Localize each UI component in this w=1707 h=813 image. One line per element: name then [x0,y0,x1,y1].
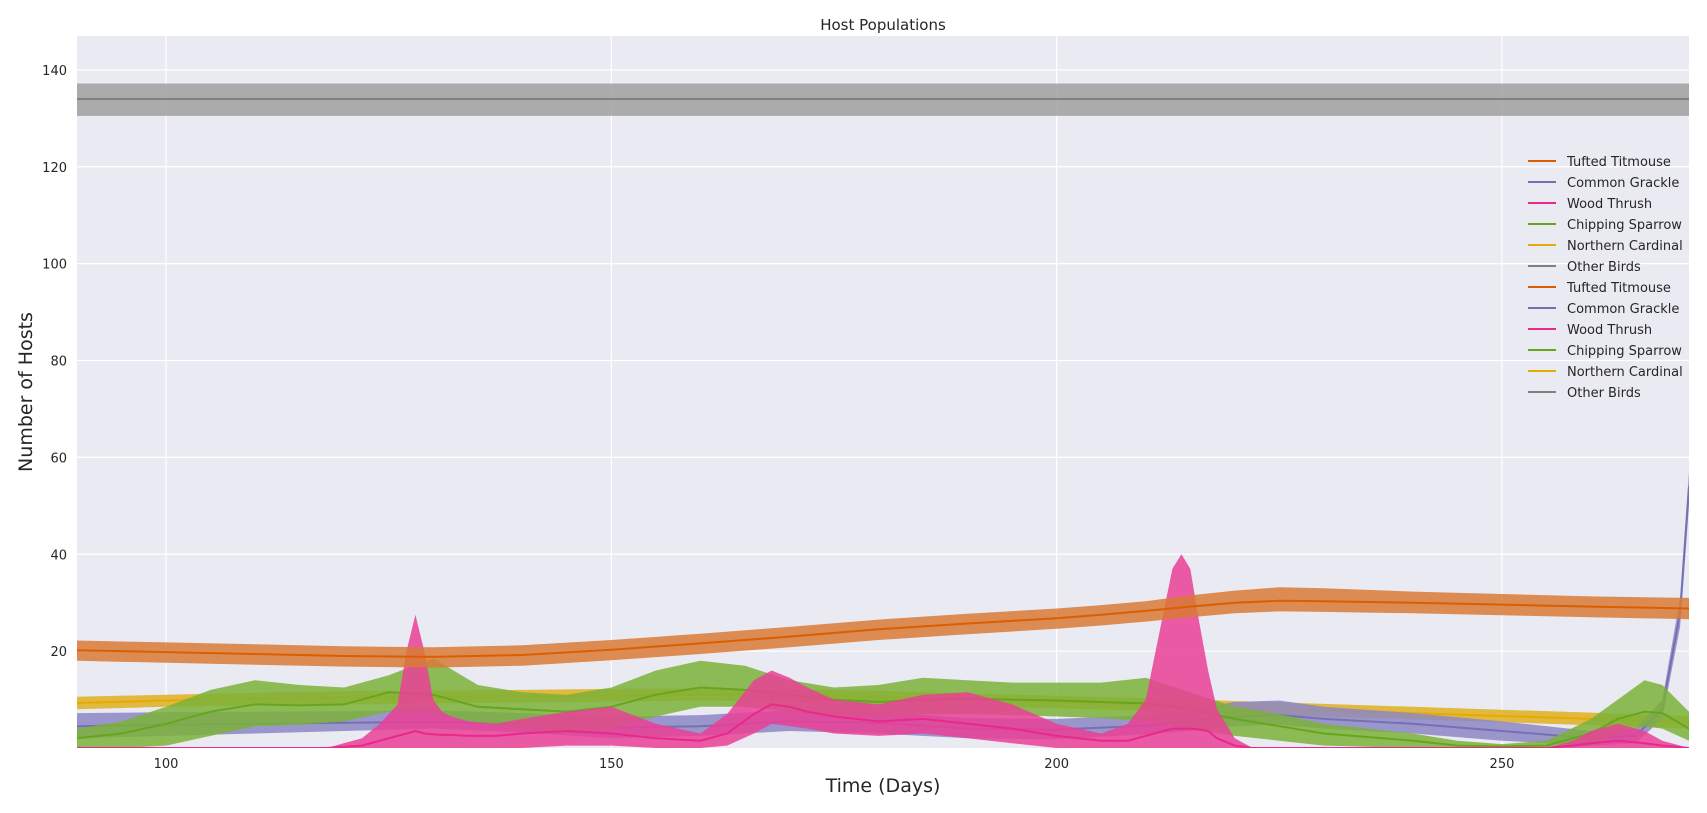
x-tick-label-200: 200 [1044,757,1069,772]
legend-label-tufted-titmouse: Tufted Titmouse [1566,155,1671,170]
y-tick-label-140: 140 [42,64,67,79]
plot-area [77,36,1689,748]
legend-label-northern-cardinal: Northern Cardinal [1567,365,1683,380]
y-tick-label-40: 40 [50,548,67,563]
legend: Tufted Titmouse Common Grackle Wood Thrush… [1528,155,1683,401]
wood-thrush-band [77,554,1689,748]
legend-label-chipping-sparrow: Chipping Sparrow [1567,344,1682,359]
x-tick-label-250: 250 [1490,757,1515,772]
y-tick-label-20: 20 [50,645,67,660]
y-tick-label-80: 80 [50,355,67,370]
legend-label-other-birds: Other Birds [1567,260,1641,275]
legend-label-other-birds: Other Birds [1567,386,1641,401]
y-tick-label-60: 60 [50,451,67,466]
tick-labels: 100 150 200 250 20 40 60 80 100 120 140 [42,64,1514,772]
x-tick-label-150: 150 [599,757,624,772]
legend-label-wood-thrush: Wood Thrush [1567,197,1652,212]
x-axis-label: Time (Days) [825,775,941,797]
tufted-titmouse-band [77,587,1689,668]
x-tick-label-100: 100 [154,757,179,772]
chart-title: Host Populations [820,16,946,34]
y-tick-label-100: 100 [42,258,67,273]
tufted-titmouse-mean-line [77,599,1689,658]
legend-label-chipping-sparrow: Chipping Sparrow [1567,218,1682,233]
series-layer [77,83,1689,748]
legend-label-wood-thrush: Wood Thrush [1567,323,1652,338]
wood-thrush-mean-line [77,703,1689,748]
legend-label-tufted-titmouse: Tufted Titmouse [1566,281,1671,296]
y-axis-label: Number of Hosts [15,312,37,472]
legend-label-northern-cardinal: Northern Cardinal [1567,239,1683,254]
chipping-sparrow-band [77,658,1689,748]
y-tick-label-120: 120 [42,161,67,176]
legend-label-common-grackle: Common Grackle [1567,302,1679,317]
legend-label-common-grackle: Common Grackle [1567,176,1679,191]
